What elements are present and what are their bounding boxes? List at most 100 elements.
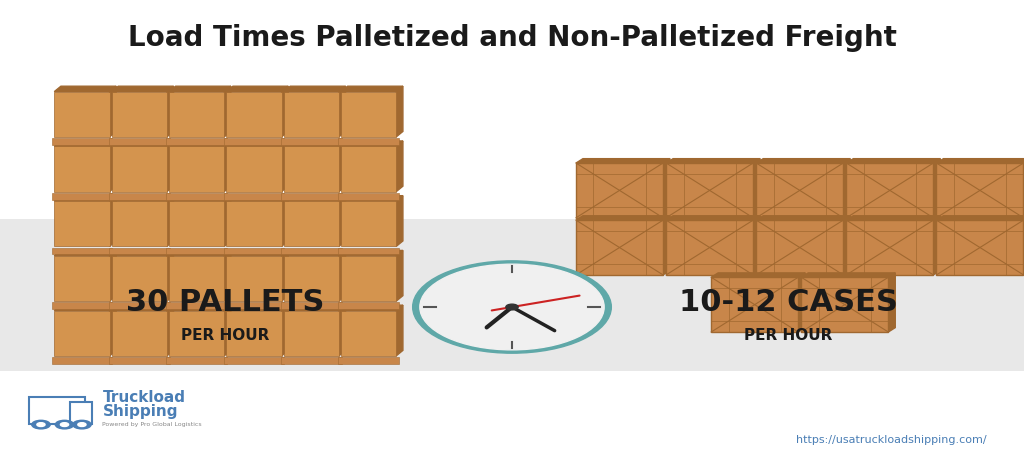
Polygon shape — [396, 305, 402, 356]
Polygon shape — [753, 216, 760, 275]
Polygon shape — [224, 250, 230, 301]
Polygon shape — [282, 305, 288, 356]
Polygon shape — [396, 141, 402, 191]
FancyBboxPatch shape — [284, 201, 339, 247]
Polygon shape — [224, 86, 230, 137]
Polygon shape — [888, 273, 895, 332]
FancyBboxPatch shape — [281, 138, 342, 145]
FancyBboxPatch shape — [54, 201, 110, 247]
FancyBboxPatch shape — [226, 147, 282, 191]
FancyBboxPatch shape — [846, 163, 934, 218]
Polygon shape — [110, 250, 116, 301]
Polygon shape — [339, 86, 345, 137]
Text: Shipping: Shipping — [102, 404, 178, 419]
FancyBboxPatch shape — [281, 248, 342, 255]
Polygon shape — [341, 305, 402, 311]
Text: Truckload: Truckload — [102, 390, 185, 405]
Polygon shape — [226, 141, 288, 147]
Polygon shape — [284, 305, 345, 311]
Text: 10-12 CASES: 10-12 CASES — [679, 288, 898, 317]
Polygon shape — [666, 159, 760, 163]
FancyBboxPatch shape — [338, 248, 399, 255]
Text: 30 PALLETS: 30 PALLETS — [126, 288, 325, 317]
FancyBboxPatch shape — [226, 91, 282, 137]
Polygon shape — [282, 141, 288, 191]
FancyBboxPatch shape — [284, 91, 339, 137]
FancyBboxPatch shape — [338, 193, 399, 200]
FancyBboxPatch shape — [846, 220, 934, 275]
Circle shape — [55, 420, 74, 429]
Polygon shape — [341, 86, 402, 91]
FancyBboxPatch shape — [338, 138, 399, 145]
Polygon shape — [711, 273, 805, 277]
FancyBboxPatch shape — [223, 193, 285, 200]
Circle shape — [506, 304, 518, 310]
FancyBboxPatch shape — [51, 357, 113, 364]
FancyBboxPatch shape — [936, 163, 1024, 218]
FancyBboxPatch shape — [226, 310, 282, 356]
FancyBboxPatch shape — [166, 193, 227, 200]
Polygon shape — [224, 141, 230, 191]
FancyBboxPatch shape — [281, 357, 342, 364]
FancyBboxPatch shape — [54, 310, 110, 356]
FancyBboxPatch shape — [666, 163, 753, 218]
FancyBboxPatch shape — [51, 138, 113, 145]
Polygon shape — [284, 250, 345, 256]
Polygon shape — [112, 141, 173, 147]
Polygon shape — [339, 250, 345, 301]
Text: Powered by Pro Global Logistics: Powered by Pro Global Logistics — [102, 422, 202, 427]
FancyBboxPatch shape — [223, 248, 285, 255]
Polygon shape — [284, 196, 345, 201]
FancyBboxPatch shape — [338, 302, 399, 309]
FancyBboxPatch shape — [112, 147, 167, 191]
FancyBboxPatch shape — [54, 147, 110, 191]
Polygon shape — [284, 86, 345, 91]
Polygon shape — [226, 196, 288, 201]
Polygon shape — [167, 250, 173, 301]
FancyBboxPatch shape — [226, 201, 282, 247]
FancyBboxPatch shape — [284, 256, 339, 301]
Polygon shape — [169, 141, 230, 147]
FancyBboxPatch shape — [223, 138, 285, 145]
FancyBboxPatch shape — [166, 302, 227, 309]
Polygon shape — [110, 305, 116, 356]
FancyBboxPatch shape — [756, 220, 843, 275]
Polygon shape — [169, 305, 230, 311]
Polygon shape — [224, 196, 230, 247]
FancyBboxPatch shape — [112, 201, 167, 247]
FancyBboxPatch shape — [109, 193, 170, 200]
Polygon shape — [575, 159, 670, 163]
FancyBboxPatch shape — [341, 310, 396, 356]
Polygon shape — [112, 196, 173, 201]
FancyBboxPatch shape — [341, 256, 396, 301]
Text: PER HOUR: PER HOUR — [744, 328, 833, 343]
FancyBboxPatch shape — [801, 277, 888, 332]
Polygon shape — [226, 86, 288, 91]
Polygon shape — [801, 273, 895, 277]
FancyBboxPatch shape — [281, 302, 342, 309]
Polygon shape — [226, 305, 288, 311]
Polygon shape — [54, 250, 116, 256]
FancyBboxPatch shape — [112, 91, 167, 137]
Polygon shape — [666, 216, 760, 220]
Circle shape — [60, 423, 69, 426]
FancyBboxPatch shape — [169, 201, 224, 247]
FancyBboxPatch shape — [226, 256, 282, 301]
Polygon shape — [110, 86, 116, 137]
Polygon shape — [339, 305, 345, 356]
Polygon shape — [936, 216, 1024, 220]
FancyBboxPatch shape — [575, 220, 664, 275]
Polygon shape — [664, 216, 670, 275]
FancyBboxPatch shape — [575, 163, 664, 218]
FancyBboxPatch shape — [169, 310, 224, 356]
Polygon shape — [282, 86, 288, 137]
Polygon shape — [756, 159, 850, 163]
FancyBboxPatch shape — [223, 302, 285, 309]
Polygon shape — [112, 86, 173, 91]
FancyBboxPatch shape — [169, 91, 224, 137]
Polygon shape — [54, 141, 116, 147]
Polygon shape — [664, 159, 670, 218]
Polygon shape — [169, 250, 230, 256]
Polygon shape — [110, 141, 116, 191]
Text: https://usatruckloadshipping.com/: https://usatruckloadshipping.com/ — [796, 435, 986, 446]
